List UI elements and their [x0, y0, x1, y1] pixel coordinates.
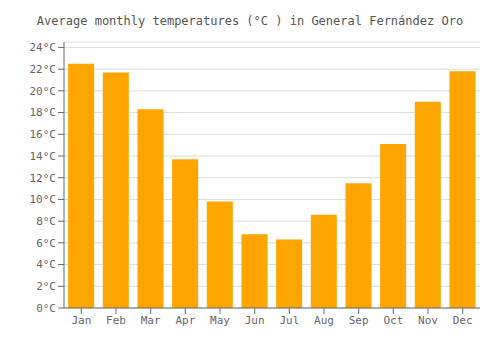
- svg-text:Feb: Feb: [106, 314, 126, 327]
- svg-text:12°C: 12°C: [30, 172, 57, 185]
- svg-text:Sep: Sep: [349, 314, 369, 327]
- svg-text:Jun: Jun: [245, 314, 265, 327]
- svg-text:Aug: Aug: [314, 314, 334, 327]
- svg-text:14°C: 14°C: [30, 150, 57, 163]
- svg-text:6°C: 6°C: [36, 237, 56, 250]
- svg-text:24°C: 24°C: [30, 41, 57, 54]
- svg-text:Oct: Oct: [383, 314, 403, 327]
- svg-text:18°C: 18°C: [30, 106, 57, 119]
- svg-text:22°C: 22°C: [30, 63, 57, 76]
- svg-text:Jan: Jan: [71, 314, 91, 327]
- html-text:Average monthly temperatures (: Average monthly temperatures (°C ) in Ge…: [36, 14, 464, 28]
- svg-text:May: May: [210, 314, 230, 327]
- svg-text:8°C: 8°C: [36, 215, 56, 228]
- svg-text:2°C: 2°C: [36, 280, 56, 293]
- svg-text:10°C: 10°C: [30, 193, 57, 206]
- svg-text:0°C: 0°C: [36, 302, 56, 315]
- svg-text:16°C: 16°C: [30, 128, 57, 141]
- svg-text:Apr: Apr: [175, 314, 195, 327]
- svg-text:Jul: Jul: [279, 314, 299, 327]
- svg-text:20°C: 20°C: [30, 85, 57, 98]
- svg-text:Mar: Mar: [141, 314, 161, 327]
- svg-text:Nov: Nov: [418, 314, 438, 327]
- svg-text:4°C: 4°C: [36, 258, 56, 271]
- svg-text:Dec: Dec: [453, 314, 473, 327]
